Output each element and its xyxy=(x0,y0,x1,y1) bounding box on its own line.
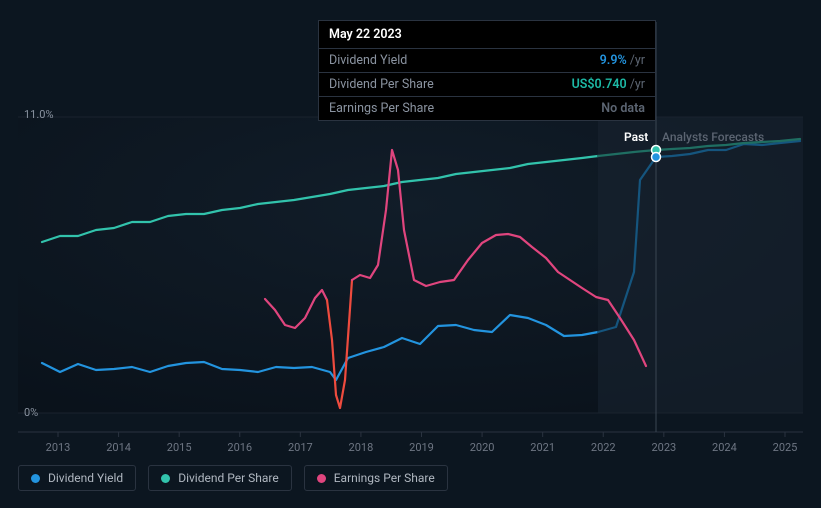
legend-label: Dividend Per Share xyxy=(178,471,279,485)
x-axis-year-label: 2024 xyxy=(712,441,737,454)
legend-label: Earnings Per Share xyxy=(334,471,435,485)
tooltip-row: Dividend Yield9.9%/yr xyxy=(319,49,655,73)
tooltip-metric-value: No data xyxy=(601,101,645,116)
tooltip-metric-unit: /yr xyxy=(630,53,645,68)
y-axis-max-label: 11.0% xyxy=(24,108,54,121)
x-axis-year-label: 2023 xyxy=(651,441,676,454)
dividend-chart: 11.0% 0% Past Analysts Forecasts 2013 201… xyxy=(0,0,821,508)
x-axis-year-label: 2016 xyxy=(227,441,252,454)
x-axis-year-label: 2018 xyxy=(349,441,374,454)
tooltip-metric-label: Dividend Per Share xyxy=(329,77,572,92)
legend-item-dividend-per-share[interactable]: Dividend Per Share xyxy=(148,465,292,491)
chart-legend: Dividend Yield Dividend Per Share Earnin… xyxy=(18,465,448,491)
tooltip-metric-value: 9.9%/yr xyxy=(600,53,645,68)
forecast-section-label: Analysts Forecasts xyxy=(662,130,764,144)
x-axis-year-label: 2025 xyxy=(773,441,798,454)
x-axis-year-label: 2019 xyxy=(409,441,434,454)
tooltip-metric-unit: /yr xyxy=(630,77,645,92)
tooltip-row: Dividend Per ShareUS$0.740/yr xyxy=(319,73,655,97)
y-axis-min-label: 0% xyxy=(24,406,38,419)
tooltip-metric-label: Dividend Yield xyxy=(329,53,600,68)
chart-tooltip: May 22 2023 Dividend Yield9.9%/yrDividen… xyxy=(318,20,656,121)
x-axis-year-label: 2022 xyxy=(591,441,616,454)
x-axis-year-label: 2020 xyxy=(470,441,495,454)
x-axis-year-label: 2013 xyxy=(46,441,71,454)
x-axis-year-label: 2021 xyxy=(530,441,555,454)
tooltip-date: May 22 2023 xyxy=(319,21,655,49)
legend-dot-icon xyxy=(161,474,170,483)
legend-item-dividend-yield[interactable]: Dividend Yield xyxy=(18,465,136,491)
legend-item-earnings-per-share[interactable]: Earnings Per Share xyxy=(304,465,448,491)
tooltip-metric-label: Earnings Per Share xyxy=(329,101,601,116)
tooltip-row: Earnings Per ShareNo data xyxy=(319,97,655,120)
tooltip-metric-value: US$0.740/yr xyxy=(572,77,645,92)
x-axis-year-label: 2017 xyxy=(288,441,313,454)
past-section-label: Past xyxy=(624,130,648,144)
legend-label: Dividend Yield xyxy=(48,471,123,485)
legend-dot-icon xyxy=(31,474,40,483)
x-axis-year-label: 2015 xyxy=(167,441,192,454)
x-axis-year-label: 2014 xyxy=(106,441,131,454)
legend-dot-icon xyxy=(317,474,326,483)
